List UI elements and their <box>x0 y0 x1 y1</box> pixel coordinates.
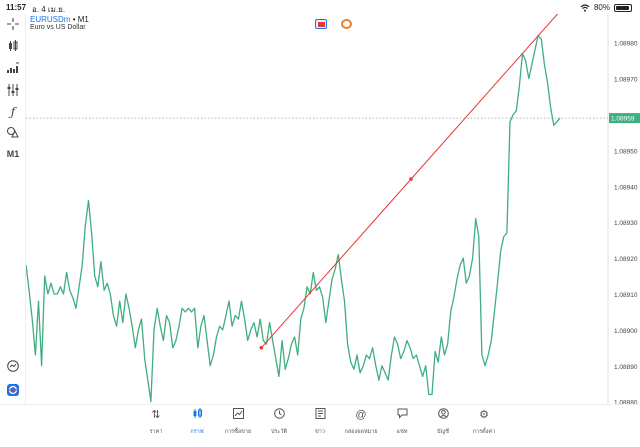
chart-badges <box>315 19 352 29</box>
price-tick-label: 1.08890 <box>614 364 638 371</box>
symbol-description: Euro vs US Dollar <box>30 24 86 31</box>
battery-percent: 80% <box>593 3 610 12</box>
price-tick-label: 1.08950 <box>614 148 638 155</box>
symbol-timeframe: • M1 <box>72 15 89 24</box>
nav-mailbox[interactable]: @ กล่องจดหมาย <box>339 408 383 436</box>
nav-label: บัญชี <box>437 429 449 435</box>
price-tick-label: 1.08970 <box>614 77 638 84</box>
nav-quotes[interactable]: ⇅ ราคา <box>134 408 178 436</box>
price-tick-label: 1.08880 <box>614 400 638 407</box>
symbol-header: EURUSDm • M1 <box>30 15 89 24</box>
nav-settings[interactable]: ⚙ การตั้งค่า <box>462 408 506 436</box>
nav-label: กล่องจดหมาย <box>344 429 378 435</box>
left-toolbar: ƒ M1 <box>0 14 26 434</box>
status-right: 80% <box>580 3 632 12</box>
nav-news[interactable]: ข่าว <box>298 408 342 436</box>
price-tick-label: 1.08940 <box>614 184 638 191</box>
nav-label: กราฟ <box>190 429 204 435</box>
quotes-icon: ⇅ <box>151 409 161 421</box>
wifi-icon <box>580 3 590 12</box>
price-tick-label: 1.08900 <box>614 328 638 335</box>
nav-label: แชท <box>396 429 408 435</box>
candles-icon[interactable] <box>5 38 21 54</box>
price-tick-label: 1.08920 <box>614 256 638 263</box>
nav-label: การซื้อขาย <box>224 429 252 435</box>
history-icon <box>257 408 301 422</box>
symbol-name[interactable]: EURUSDm <box>30 15 71 24</box>
nav-history[interactable]: ประวัติ <box>257 408 301 436</box>
nav-trade[interactable]: การซื้อขาย <box>216 408 260 436</box>
trade-icon <box>216 408 260 422</box>
battery-icon <box>614 3 632 12</box>
mt5-logo-icon[interactable] <box>5 382 21 398</box>
mailbox-icon: @ <box>355 409 367 421</box>
settings-icon: ⚙ <box>479 409 489 421</box>
depth-of-market-icon[interactable] <box>341 19 352 29</box>
crosshair-icon[interactable] <box>5 16 21 32</box>
one-click-trading-icon[interactable] <box>315 19 327 29</box>
price-tick-label: 1.08980 <box>614 41 638 48</box>
chart-area[interactable]: EURUSDm • M1 Euro vs US Dollar 1.08980 1.… <box>26 14 640 434</box>
news-icon <box>298 408 342 422</box>
chart-icon <box>175 408 219 422</box>
price-tick-label: 1.08930 <box>614 220 638 227</box>
timeframe-label[interactable]: M1 <box>6 149 20 159</box>
chat-icon <box>380 408 424 422</box>
trendline-mid-handle[interactable] <box>409 177 413 181</box>
trendline-start-handle[interactable] <box>259 346 264 350</box>
price-line <box>26 34 561 403</box>
price-chart[interactable]: 1.08980 1.08970 1.08950 1.08940 1.08930 1.089… <box>26 14 640 434</box>
function-icon[interactable]: ƒ <box>10 105 16 119</box>
nav-label: ราคา <box>149 429 163 435</box>
account-icon <box>421 408 465 422</box>
indicators-icon[interactable] <box>5 60 21 76</box>
nav-label: การตั้งค่า <box>472 429 496 435</box>
status-date: อ. 4 เม.ย. <box>32 5 66 14</box>
objects-icon[interactable] <box>5 124 21 140</box>
nav-label: ข่าว <box>315 429 325 435</box>
bottom-nav: ⇅ ราคา กราฟ การซื้อขาย ประวัติ ข่าว @ กล… <box>0 404 640 447</box>
nav-label: ประวัติ <box>270 429 288 435</box>
nav-account[interactable]: บัญชี <box>421 408 465 436</box>
status-bar: 11:57 อ. 4 เม.ย. 80% <box>0 0 640 14</box>
status-time: 11:57 <box>6 3 27 12</box>
battery-fill <box>616 5 629 10</box>
trade-icon[interactable] <box>5 358 21 374</box>
settings-sliders-icon[interactable] <box>5 82 21 98</box>
current-price-tag <box>609 113 640 124</box>
nav-chart[interactable]: กราฟ <box>175 408 219 436</box>
price-tick-label: 1.08910 <box>614 292 638 299</box>
nav-chat[interactable]: แชท <box>380 408 424 436</box>
current-price-label: 1.08959 <box>611 116 635 123</box>
